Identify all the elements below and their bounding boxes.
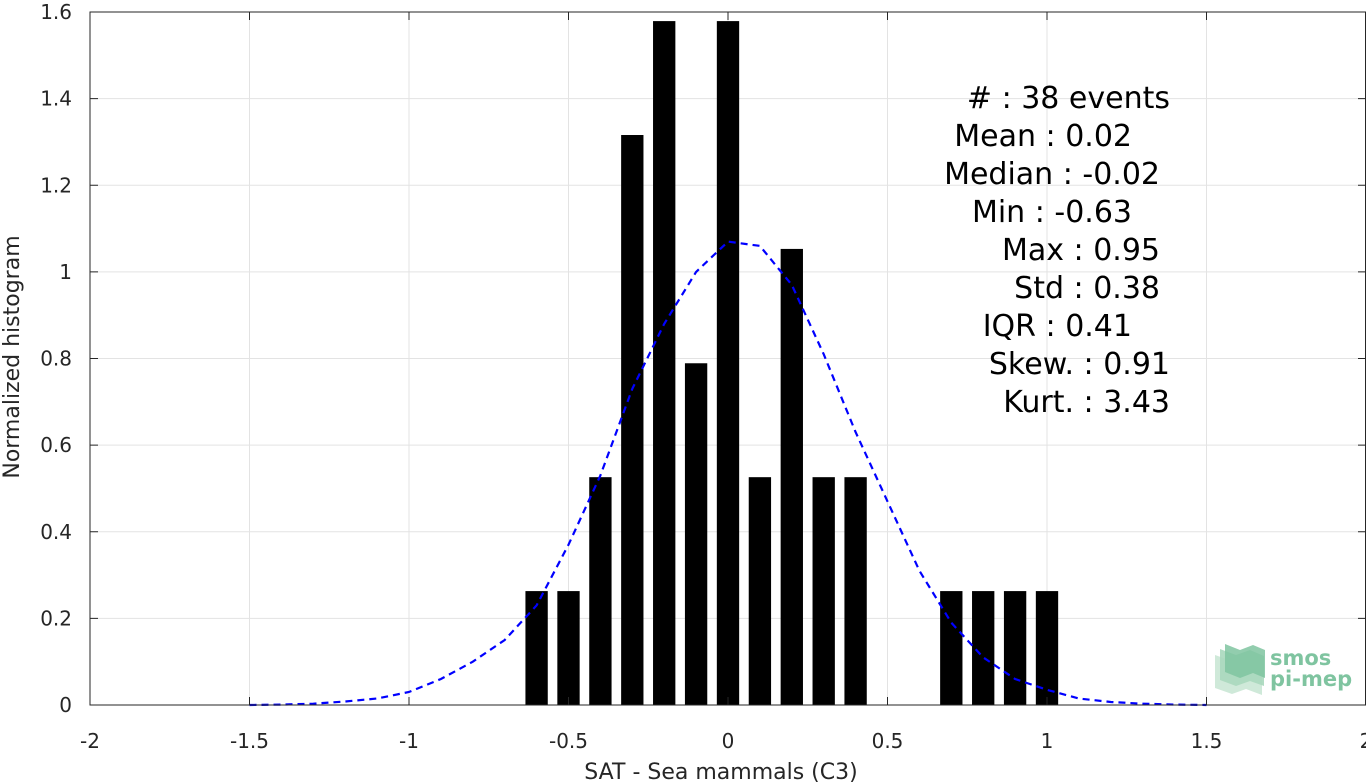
y-tick-label: 0 bbox=[59, 693, 72, 717]
stat-kurt: Kurt. : 3.43 bbox=[1003, 385, 1170, 420]
smos-pi-mep-logo: smos pi-mep bbox=[1215, 644, 1352, 695]
y-tick-label: 0.2 bbox=[40, 606, 72, 630]
histogram-bar bbox=[844, 477, 867, 705]
logo-text-pi-mep: pi-mep bbox=[1270, 667, 1352, 691]
histogram-bar bbox=[1035, 591, 1059, 705]
x-tick-label: 2 bbox=[1360, 729, 1366, 753]
x-axis-label: SAT - Sea mammals (C3) bbox=[584, 760, 857, 784]
y-tick-label: 0.6 bbox=[40, 433, 72, 457]
y-tick-labels: 0 0.2 0.4 0.6 0.8 1 1.2 1.4 1.6 bbox=[40, 0, 72, 717]
y-tick-label: 0.4 bbox=[40, 520, 72, 544]
y-axis-label: Normalized histogram bbox=[0, 235, 25, 478]
fit-curve-layer bbox=[249, 240, 1207, 707]
histogram-bar bbox=[621, 135, 644, 705]
histogram-bar bbox=[653, 21, 676, 705]
x-tick-label: -0.5 bbox=[549, 729, 588, 753]
y-tick-label: 1.6 bbox=[40, 0, 72, 24]
stat-count: # : 38 events bbox=[967, 81, 1170, 116]
x-tick-label: -2 bbox=[80, 729, 100, 753]
stat-std: Std : 0.38 bbox=[1014, 271, 1160, 306]
histogram-bars bbox=[525, 21, 1059, 705]
x-tick-labels: -2 -1.5 -1 -0.5 0 0.5 1 1.5 2 bbox=[80, 729, 1366, 753]
histogram-bar bbox=[780, 248, 803, 705]
histogram-bar bbox=[589, 477, 612, 705]
stat-skew: Skew. : 0.91 bbox=[989, 347, 1170, 382]
histogram-bar bbox=[940, 591, 963, 705]
logo-text-smos: smos bbox=[1270, 646, 1331, 670]
y-tick-label: 0.8 bbox=[40, 347, 72, 371]
stat-mean: Mean : 0.02 bbox=[954, 119, 1132, 154]
fit-curve-line bbox=[249, 240, 1207, 707]
histogram-bar bbox=[748, 477, 772, 705]
stat-median: Median : -0.02 bbox=[944, 157, 1160, 192]
x-tick-label: 0 bbox=[722, 729, 735, 753]
x-tick-label: 0.5 bbox=[872, 729, 904, 753]
x-tick-label: -1.5 bbox=[230, 729, 269, 753]
histogram-bar bbox=[716, 21, 740, 705]
stat-max: Max : 0.95 bbox=[1002, 233, 1160, 268]
histogram-bar bbox=[1003, 591, 1027, 705]
stats-annotation: # : 38 events Mean : 0.02 Median : -0.02… bbox=[944, 81, 1170, 420]
x-tick-label: -1 bbox=[399, 729, 419, 753]
histogram-bar bbox=[684, 363, 708, 705]
axis-ticks bbox=[89, 11, 1366, 706]
y-tick-label: 1.4 bbox=[40, 87, 72, 111]
y-tick-label: 1 bbox=[59, 260, 72, 284]
histogram-bar bbox=[812, 477, 835, 705]
histogram-bar bbox=[557, 591, 580, 705]
stat-iqr: IQR : 0.41 bbox=[983, 309, 1132, 344]
x-tick-label: 1 bbox=[1041, 729, 1054, 753]
x-tick-label: 1.5 bbox=[1191, 729, 1223, 753]
histogram-bar bbox=[525, 591, 548, 705]
y-tick-label: 1.2 bbox=[40, 173, 72, 197]
histogram-bar bbox=[972, 591, 995, 705]
stat-min: Min : -0.63 bbox=[972, 195, 1132, 230]
logo-mark-icon bbox=[1215, 644, 1265, 695]
